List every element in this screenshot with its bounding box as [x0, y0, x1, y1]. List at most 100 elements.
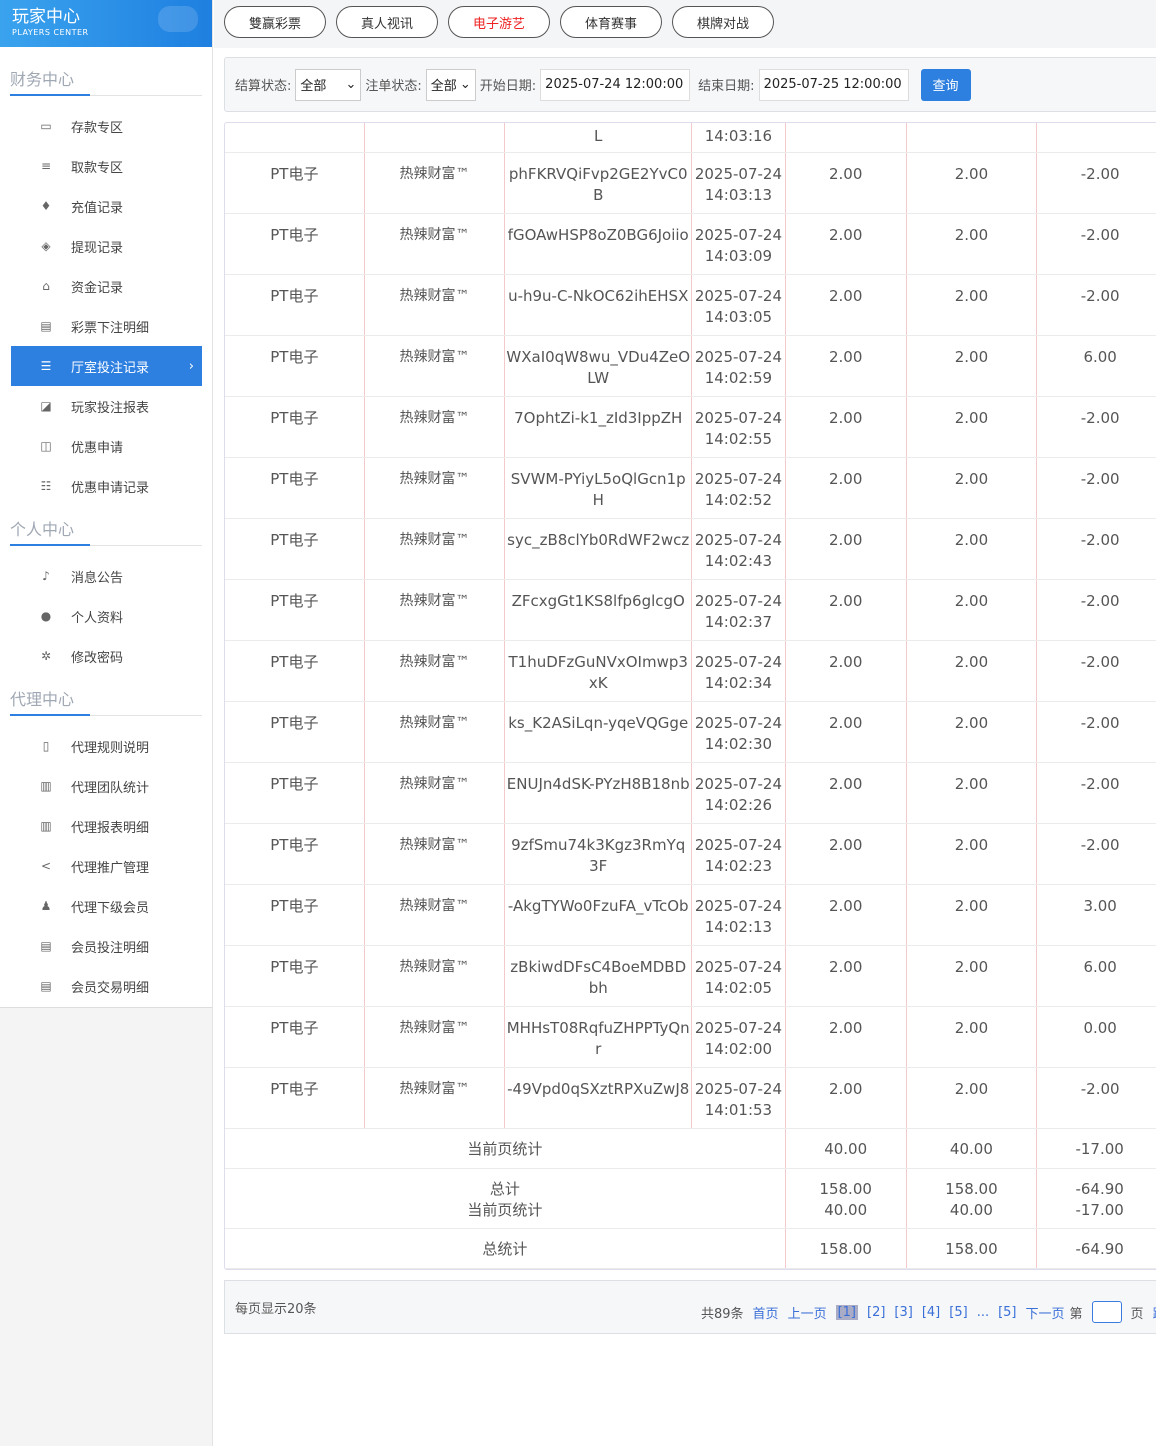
- sidebar-item[interactable]: ☷ 优惠申请记录: [11, 466, 202, 506]
- platform-cell: PT电子: [225, 641, 365, 701]
- game-cell: 热辣财富™: [365, 519, 506, 579]
- goto-prefix: 第: [1069, 1306, 1083, 1322]
- start-date-input[interactable]: 2025-07-24 12:00:00: [540, 68, 691, 101]
- pagination: 每页显示20条 共89条 首页 上一页 [1] [2] [3] [4] [5]... [5…: [224, 1280, 1156, 1334]
- table-row: PT电子 热辣财富™ 7OphtZi-k1_zId3IppZH 2025-07-24 …: [225, 397, 1156, 458]
- gift-icon: ◫: [40, 439, 52, 453]
- platform-cell: PT电子: [225, 275, 365, 335]
- platform-cell: PT电子: [225, 885, 365, 945]
- win-loss-cell: 6.00: [1083, 348, 1117, 366]
- bet-amount-cell: 2.00: [786, 214, 907, 274]
- cash-icon: ≡: [40, 159, 52, 173]
- tab-2[interactable]: 电子游艺: [448, 6, 550, 38]
- bet-time-cell: 2025-07-24 14:02:30: [692, 702, 786, 762]
- table-cell: 14:03:16: [692, 123, 786, 152]
- bet-id-cell: -49Vpd0qSXztRPXuZwJ8: [505, 1068, 693, 1128]
- end-date-input[interactable]: 2025-07-25 12:00:00: [758, 68, 909, 101]
- sidebar-item[interactable]: ▭ 存款专区: [11, 106, 202, 146]
- section-title-finance: 财务中心: [0, 56, 202, 96]
- valid-amount-cell: 2.00: [907, 519, 1038, 579]
- sidebar-item[interactable]: ▤ 会员交易明细: [11, 966, 202, 1006]
- sidebar-item[interactable]: ◈ 提现记录: [11, 226, 202, 266]
- win-loss-cell: 3.00: [1083, 897, 1117, 915]
- query-button[interactable]: 查询: [920, 68, 971, 101]
- sidebar-item-label: 代理推广管理: [71, 860, 150, 876]
- sidebar-item[interactable]: < 代理推广管理: [11, 846, 202, 886]
- valid-amount-cell: 2.00: [907, 214, 1038, 274]
- bet-status-label: 注单状态:: [365, 79, 422, 94]
- win-loss-cell: -2.00: [1080, 1080, 1120, 1098]
- list-icon: ▤: [40, 319, 52, 333]
- page-link[interactable]: [1]: [835, 1304, 858, 1320]
- page-link[interactable]: [5]: [998, 1304, 1017, 1320]
- sidebar-item[interactable]: ▤ 彩票下注明细: [11, 306, 202, 346]
- summary-value: 158.00 40.00: [907, 1169, 1038, 1228]
- first-page-link[interactable]: 首页: [752, 1306, 779, 1322]
- sidebar-item-label: 取款专区: [71, 160, 124, 176]
- sidebar-item[interactable]: ▥ 代理报表明细: [11, 806, 202, 846]
- sidebar-item[interactable]: ⌂ 资金记录: [11, 266, 202, 306]
- sidebar-item-label: 代理团队统计: [71, 780, 150, 796]
- page-link[interactable]: ...: [976, 1304, 990, 1320]
- book-icon: ▥: [40, 779, 52, 793]
- sidebar-item-label: 会员交易明细: [71, 980, 150, 996]
- settle-status-select[interactable]: 全部 ⌄: [295, 68, 362, 101]
- list-icon: ☷: [40, 479, 52, 493]
- goto-page-input[interactable]: [1091, 1301, 1122, 1323]
- win-loss-cell: -2.00: [1080, 653, 1120, 671]
- next-page-link[interactable]: 下一页: [1025, 1306, 1065, 1322]
- page-link[interactable]: [2]: [867, 1304, 886, 1320]
- page-link[interactable]: [4]: [921, 1304, 941, 1320]
- valid-amount-cell: 2.00: [907, 275, 1038, 335]
- bet-time-cell: 2025-07-24 14:02:59: [692, 336, 786, 396]
- gamepad-icon: [158, 6, 198, 32]
- summary-value: 40.00: [907, 1129, 1038, 1168]
- sidebar-item[interactable]: ✲ 修改密码: [11, 636, 202, 676]
- page-link[interactable]: [5]: [949, 1304, 968, 1320]
- sidebar-item[interactable]: ◫ 优惠申请: [11, 426, 202, 466]
- sidebar-item-label: 代理报表明细: [71, 820, 150, 836]
- valid-amount-cell: 2.00: [907, 397, 1038, 457]
- sidebar-item[interactable]: ▤ 会员投注明细: [11, 926, 202, 966]
- section-underline: [10, 94, 90, 96]
- bet-id-cell: 7OphtZi-k1_zId3IppZH: [505, 397, 693, 457]
- sidebar-item[interactable]: ☰ 厅室投注记录 ›: [11, 346, 202, 386]
- sidebar-item[interactable]: ◪ 玩家投注报表: [11, 386, 202, 426]
- summary-value: 158.00: [907, 1229, 1038, 1268]
- tab-0[interactable]: 雙赢彩票: [224, 6, 326, 38]
- bet-time-cell: 2025-07-24 14:02:37: [692, 580, 786, 640]
- bet-amount-cell: 2.00: [786, 275, 907, 335]
- bet-id-cell: WXaI0qW8wu_VDu4ZeOLW: [505, 336, 693, 396]
- valid-amount-cell: 2.00: [907, 458, 1038, 518]
- doc-icon: ▤: [40, 939, 52, 953]
- platform-cell: PT电子: [225, 824, 365, 884]
- game-cell: 热辣财富™: [365, 641, 506, 701]
- sidebar-item[interactable]: ● 个人资料: [11, 596, 202, 636]
- table-cell: [365, 123, 506, 152]
- sidebar-item[interactable]: ▥ 代理团队统计: [11, 766, 202, 806]
- bet-amount-cell: 2.00: [786, 641, 907, 701]
- sidebar-item[interactable]: ▯ 代理规则说明: [11, 726, 202, 766]
- sidebar-item[interactable]: ≡ 取款专区: [11, 146, 202, 186]
- sidebar-item[interactable]: ♪ 消息公告: [11, 556, 202, 596]
- brand-title: 玩家中心: [12, 7, 80, 27]
- tab-1[interactable]: 真人视讯: [336, 6, 438, 38]
- tab-3[interactable]: 体育赛事: [560, 6, 662, 38]
- platform-cell: PT电子: [225, 1007, 365, 1067]
- bet-amount-cell: 2.00: [786, 824, 907, 884]
- prev-page-link[interactable]: 上一页: [787, 1306, 827, 1322]
- bet-id-cell: ZFcxgGt1KS8lfp6glcgO: [505, 580, 693, 640]
- sidebar-item[interactable]: ♟ 代理下级会员: [11, 886, 202, 926]
- jump-button[interactable]: 跳转: [1153, 1303, 1156, 1322]
- bet-time-cell: 2025-07-24 14:02:52: [692, 458, 786, 518]
- book-icon: ▥: [40, 819, 52, 833]
- game-cell: 热辣财富™: [365, 336, 506, 396]
- table-row: PT电子 热辣财富™ syc_zB8clYb0RdWF2wcz 2025-07-24 …: [225, 519, 1156, 580]
- valid-amount-cell: 2.00: [907, 336, 1038, 396]
- page-link[interactable]: [3]: [894, 1304, 913, 1320]
- game-cell: 热辣财富™: [365, 580, 506, 640]
- sidebar-item[interactable]: ♦ 充值记录: [11, 186, 202, 226]
- summary-label: 当前页统计: [225, 1129, 786, 1168]
- bet-status-select[interactable]: 全部 ⌄: [425, 68, 476, 101]
- tab-4[interactable]: 棋牌对战: [672, 6, 774, 38]
